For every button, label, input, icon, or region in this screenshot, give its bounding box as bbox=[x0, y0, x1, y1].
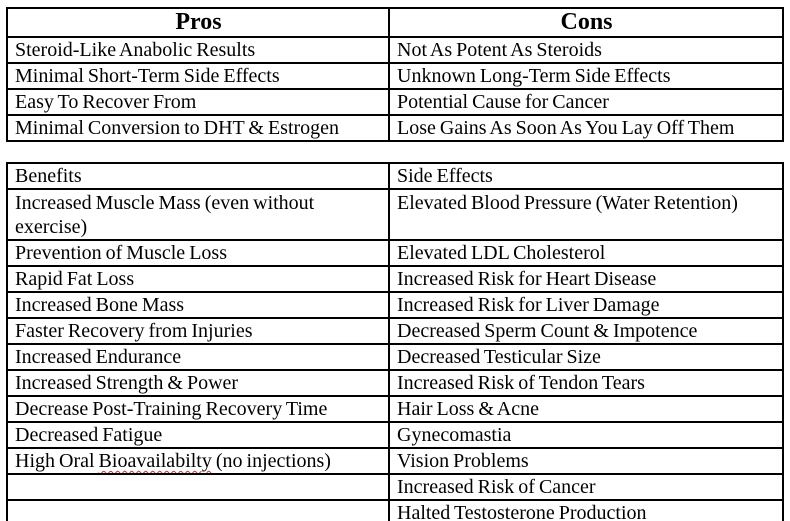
table-row: Increased Endurance Decreased Testicular… bbox=[6, 343, 784, 371]
benefit-cell: Decreased Fatigue bbox=[6, 421, 390, 449]
table-row: Increased Muscle Mass (even without exer… bbox=[6, 188, 784, 241]
side-effect-cell: Halted Testosterone Production bbox=[388, 499, 784, 521]
benefit-cell: Increased Muscle Mass (even without exer… bbox=[6, 188, 390, 241]
benefit-cell: High Oral Bioavailabilty (no injections) bbox=[6, 447, 390, 475]
table-row: Prevention of Muscle Loss Elevated LDL C… bbox=[6, 239, 784, 267]
benefits-header: Benefits bbox=[6, 162, 390, 190]
side-effect-cell: Vision Problems bbox=[388, 447, 784, 475]
cons-header: Cons bbox=[388, 7, 784, 38]
benefits-side-effects-table: Benefits Side Effects Increased Muscle M… bbox=[6, 162, 784, 521]
benefit-cell: Increased Bone Mass bbox=[6, 291, 390, 319]
table-row: Increased Bone Mass Increased Risk for L… bbox=[6, 291, 784, 319]
pros-cell: Easy To Recover From bbox=[6, 88, 390, 116]
table-row: Steroid-Like Anabolic Results Not As Pot… bbox=[6, 36, 784, 64]
table-row: Minimal Conversion to DHT & Estrogen Los… bbox=[6, 114, 784, 142]
cons-cell: Potential Cause for Cancer bbox=[388, 88, 784, 116]
table-row: High Oral Bioavailabilty (no injections)… bbox=[6, 447, 784, 475]
table-row: Easy To Recover From Potential Cause for… bbox=[6, 88, 784, 116]
cell-text-prefix: High Oral bbox=[15, 450, 99, 472]
pros-header: Pros bbox=[6, 7, 390, 38]
benefit-cell: Decrease Post-Training Recovery Time bbox=[6, 395, 390, 423]
table-row: Decreased Fatigue Gynecomastia bbox=[6, 421, 784, 449]
side-effect-cell: Increased Risk for Liver Damage bbox=[388, 291, 784, 319]
table-row: Increased Strength & Power Increased Ris… bbox=[6, 369, 784, 397]
table-header-row: Pros Cons bbox=[6, 7, 784, 38]
benefit-cell: Faster Recovery from Injuries bbox=[6, 317, 390, 345]
table-row: Increased Risk of Cancer bbox=[6, 473, 784, 501]
empty-benefit-cell bbox=[6, 499, 390, 521]
cons-cell: Unknown Long-Term Side Effects bbox=[388, 62, 784, 90]
cell-text-suffix: (no injections) bbox=[211, 450, 331, 472]
table-row: Rapid Fat Loss Increased Risk for Heart … bbox=[6, 265, 784, 293]
side-effect-cell: Increased Risk for Heart Disease bbox=[388, 265, 784, 293]
cons-cell: Lose Gains As Soon As You Lay Off Them bbox=[388, 114, 784, 142]
pros-cell: Steroid-Like Anabolic Results bbox=[6, 36, 390, 64]
table-row: Minimal Short-Term Side Effects Unknown … bbox=[6, 62, 784, 90]
side-effects-header: Side Effects bbox=[388, 162, 784, 190]
side-effect-cell: Decreased Sperm Count & Impotence bbox=[388, 317, 784, 345]
table-header-row: Benefits Side Effects bbox=[6, 162, 784, 190]
empty-benefit-cell bbox=[6, 473, 390, 501]
side-effect-cell: Hair Loss & Acne bbox=[388, 395, 784, 423]
table-row: Faster Recovery from Injuries Decreased … bbox=[6, 317, 784, 345]
side-effect-cell: Increased Risk of Cancer bbox=[388, 473, 784, 501]
pros-cons-table: Pros Cons Steroid-Like Anabolic Results … bbox=[6, 7, 784, 142]
table-row: Halted Testosterone Production bbox=[6, 499, 784, 521]
benefit-cell: Rapid Fat Loss bbox=[6, 265, 390, 293]
pros-cell: Minimal Conversion to DHT & Estrogen bbox=[6, 114, 390, 142]
pros-cell: Minimal Short-Term Side Effects bbox=[6, 62, 390, 90]
benefit-cell: Increased Strength & Power bbox=[6, 369, 390, 397]
table-row: Decrease Post-Training Recovery Time Hai… bbox=[6, 395, 784, 423]
side-effect-cell: Increased Risk of Tendon Tears bbox=[388, 369, 784, 397]
misspelled-word: Bioavailabilty bbox=[98, 450, 212, 472]
benefit-cell: Prevention of Muscle Loss bbox=[6, 239, 390, 267]
cons-cell: Not As Potent As Steroids bbox=[388, 36, 784, 64]
side-effect-cell: Decreased Testicular Size bbox=[388, 343, 784, 371]
side-effect-cell: Elevated LDL Cholesterol bbox=[388, 239, 784, 267]
benefit-cell: Increased Endurance bbox=[6, 343, 390, 371]
side-effect-cell: Gynecomastia bbox=[388, 421, 784, 449]
side-effect-cell: Elevated Blood Pressure (Water Retention… bbox=[388, 188, 784, 241]
